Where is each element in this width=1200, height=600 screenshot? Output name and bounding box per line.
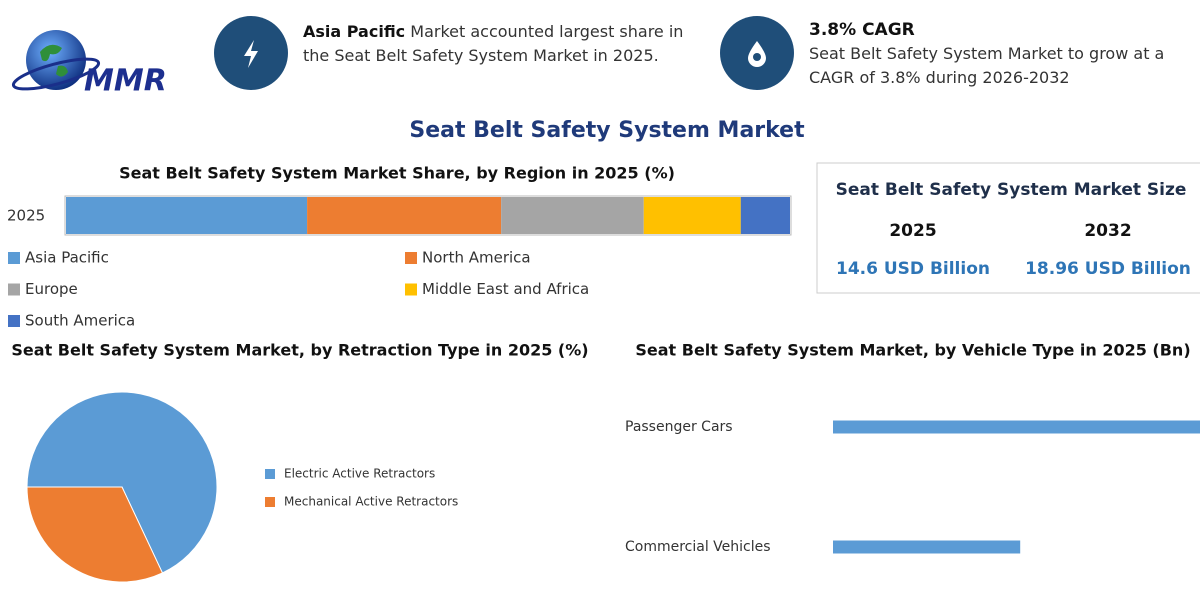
market-size-title: Seat Belt Safety System Market Size: [836, 180, 1187, 200]
bar-segment: [66, 197, 308, 234]
legend-label: South America: [25, 312, 135, 330]
market-size-box: [816, 162, 1200, 294]
info-text: Seat Belt Safety System Market to grow a…: [809, 44, 1165, 87]
info-text: Market accounted largest share in the Se…: [303, 22, 684, 65]
year: 2032: [1084, 221, 1131, 241]
year: 2025: [889, 221, 936, 241]
pie-slice: [26, 486, 164, 583]
y-tick-label: Commercial Vehicles: [625, 539, 771, 555]
chart-title: Seat Belt Safety System Market, by Retra…: [11, 341, 588, 360]
legend-label: Middle East and Africa: [422, 280, 589, 298]
info-bold: 3.8% CAGR: [809, 20, 915, 40]
market-value: 18.96 USD Billion: [1025, 259, 1191, 279]
chart-title: Seat Belt Safety System Market, by Vehic…: [635, 341, 1190, 360]
pie-slice: [26, 391, 218, 574]
legend-swatch: [8, 283, 20, 296]
legend-label: Asia Pacific: [25, 249, 109, 267]
bar-frame: [64, 195, 792, 236]
icon-drop-hole: [753, 53, 761, 61]
bar-segment: [501, 197, 644, 234]
market-value: 14.6 USD Billion: [836, 259, 990, 279]
legend-swatch: [8, 252, 20, 264]
legend-swatch: [265, 469, 275, 479]
legend-label: Europe: [25, 280, 78, 298]
legend-label: Mechanical Active Retractors: [284, 495, 458, 509]
legend-swatch: [265, 497, 275, 507]
legend-swatch: [8, 315, 20, 327]
logo: MMR: [84, 64, 167, 99]
icon-bolt: [244, 40, 258, 68]
legend-label: Electric Active Retractors: [284, 467, 435, 481]
bar-segment: [643, 197, 741, 234]
y-tick-label: 2025: [7, 207, 45, 225]
bar: [833, 420, 1200, 434]
bar: [833, 540, 1021, 554]
y-tick-label: Passenger Cars: [625, 419, 733, 435]
bar-segment: [740, 197, 790, 234]
info-bold: Asia Pacific: [303, 22, 406, 41]
logo-globe: [26, 30, 86, 90]
legend-swatch: [405, 283, 417, 296]
legend-swatch: [405, 252, 417, 264]
bar-segment: [307, 197, 502, 234]
logo-ring: [11, 57, 101, 91]
info-box: Asia Pacific Market accounted largest sh…: [303, 20, 703, 68]
info-box: 3.8% CAGR Seat Belt Safety System Market …: [809, 18, 1194, 90]
logo-land: [40, 44, 68, 77]
main-title: Seat Belt Safety System Market: [409, 118, 805, 143]
legend-label: North America: [422, 249, 531, 267]
chart-title: Seat Belt Safety System Market Share, by…: [119, 164, 675, 183]
